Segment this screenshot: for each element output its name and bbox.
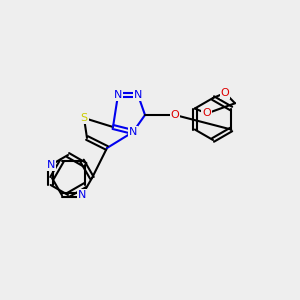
Text: N: N: [129, 127, 137, 137]
Text: O: O: [202, 109, 211, 118]
Text: O: O: [220, 88, 230, 98]
Text: N: N: [46, 160, 55, 170]
Text: S: S: [80, 113, 88, 123]
Text: N: N: [78, 190, 86, 200]
Text: N: N: [114, 90, 122, 100]
Text: O: O: [171, 110, 179, 120]
Text: N: N: [134, 90, 142, 100]
